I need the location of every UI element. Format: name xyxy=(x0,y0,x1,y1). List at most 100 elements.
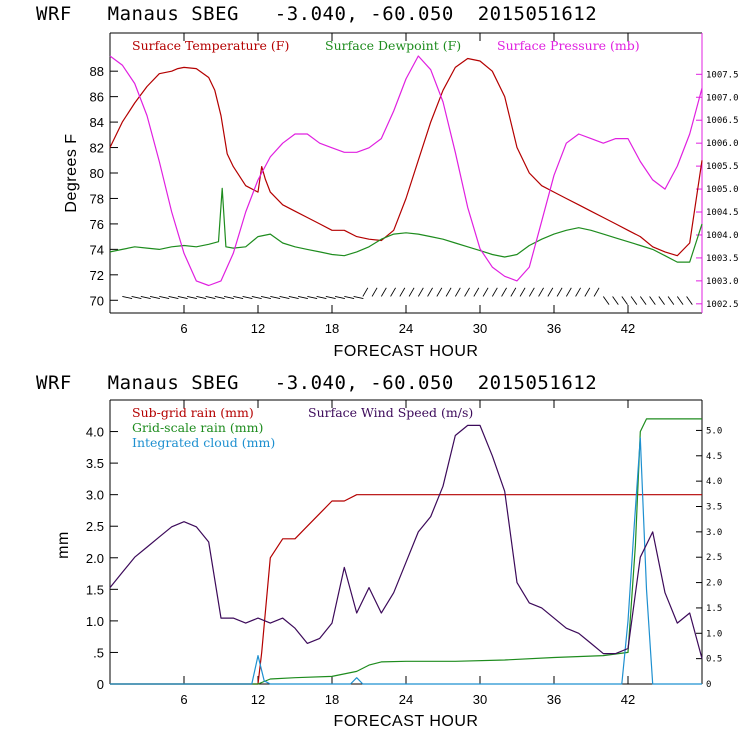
y2-tick-label: 1005.0 xyxy=(706,185,739,195)
wind-barb xyxy=(464,287,470,297)
wind-barb xyxy=(686,296,693,305)
x-tick-label: 42 xyxy=(621,321,635,336)
wind-barb xyxy=(186,296,197,299)
wind-barb xyxy=(316,296,327,299)
legend-entry: Sub-grid rain (mm) xyxy=(132,405,254,420)
y2-tick-label: 1006.5 xyxy=(706,116,739,126)
wind-barb xyxy=(649,296,656,305)
wind-barb xyxy=(399,287,406,297)
series-line-surface-pressure-mb xyxy=(109,55,703,287)
x-tick-label: 12 xyxy=(251,692,265,707)
y2-tick-label: 5.0 xyxy=(706,426,722,436)
wind-barb xyxy=(510,287,517,297)
x-axis-label: FORECAST HOUR xyxy=(334,713,479,730)
wind-barb xyxy=(260,296,271,299)
y-tick-label: 74 xyxy=(90,242,104,257)
y-tick-label: 0 xyxy=(97,677,104,692)
y2-tick-label: 4.0 xyxy=(706,477,722,487)
wind-barb xyxy=(491,287,498,297)
y2-tick-label: 1.5 xyxy=(706,604,722,614)
y-tick-label: 82 xyxy=(90,141,104,156)
series-line-surface-temperature-f xyxy=(109,57,703,257)
y-tick-label: 86 xyxy=(90,90,104,105)
y2-tick-label: 1002.5 xyxy=(706,300,739,310)
y2-tick-label: 1004.5 xyxy=(706,208,739,218)
y-tick-label: 76 xyxy=(90,217,104,232)
wind-barb xyxy=(380,287,387,297)
wind-barb xyxy=(547,287,554,297)
legend-entry: Surface Dewpoint (F) xyxy=(325,38,461,53)
wind-barb xyxy=(473,287,480,297)
y2-tick-label: 1004.0 xyxy=(706,231,739,241)
x-axis-label: FORECAST HOUR xyxy=(334,343,479,360)
wind-barb xyxy=(528,287,535,297)
wind-barb xyxy=(445,287,452,297)
wind-barb xyxy=(288,296,299,299)
wind-barb xyxy=(149,296,160,299)
wind-barb xyxy=(390,287,396,297)
series-line-sub-grid-rain-mm xyxy=(110,494,702,685)
y-tick-label: 84 xyxy=(90,115,104,130)
wind-barb xyxy=(538,287,544,297)
y2-tick-label: 3.0 xyxy=(706,528,722,538)
wind-barb xyxy=(593,287,600,297)
x-tick-label: 42 xyxy=(621,692,635,707)
wind-barb xyxy=(159,296,170,299)
y2-tick-label: 1005.5 xyxy=(706,162,739,172)
y-tick-label: 3.0 xyxy=(86,488,104,503)
wind-barb xyxy=(371,287,378,297)
wind-barb xyxy=(519,287,526,297)
y2-tick-label: 1007.0 xyxy=(706,93,739,103)
series-line-grid-scale-rain-mm xyxy=(110,418,702,685)
chart-header-bottom: WRF Manaus SBEG -3.040, -60.050 20150516… xyxy=(36,372,598,394)
y-tick-label: 88 xyxy=(90,64,104,79)
x-tick-label: 24 xyxy=(399,321,413,336)
wind-barb xyxy=(612,296,619,305)
series-line-integrated-cloud-mm xyxy=(110,437,702,685)
wind-barb xyxy=(482,287,489,297)
y2-tick-label: 3.5 xyxy=(706,503,722,513)
y2-tick-label: 1.0 xyxy=(706,629,722,639)
y2-tick-label: 1007.5 xyxy=(706,70,739,80)
wind-barb xyxy=(575,287,581,297)
y-axis-label: mm xyxy=(55,531,72,559)
wind-barb xyxy=(436,287,443,297)
x-tick-label: 30 xyxy=(473,321,487,336)
wind-barb xyxy=(630,296,638,305)
wind-barb xyxy=(417,287,424,297)
wind-barb xyxy=(584,287,591,297)
x-tick-label: 6 xyxy=(180,321,187,336)
wind-barb xyxy=(279,296,290,299)
series-line-surface-wind-speed-m-s xyxy=(109,424,703,659)
y-tick-label: 2.5 xyxy=(86,519,104,534)
wind-barb xyxy=(344,296,355,299)
wind-barb xyxy=(565,287,572,297)
wind-barb xyxy=(602,296,610,305)
y-tick-label: 3.5 xyxy=(86,456,104,471)
wind-barb xyxy=(242,296,253,299)
x-tick-label: 12 xyxy=(251,321,265,336)
y2-tick-label: 2.5 xyxy=(706,553,722,563)
legend-entry: Grid-scale rain (mm) xyxy=(132,420,263,435)
wind-barb xyxy=(270,296,281,299)
wind-barb xyxy=(454,287,461,297)
x-tick-label: 6 xyxy=(180,692,187,707)
y-tick-label: 2.0 xyxy=(86,551,104,566)
x-tick-label: 24 xyxy=(399,692,413,707)
wind-barb xyxy=(501,287,507,297)
y2-tick-label: 1003.0 xyxy=(706,277,739,287)
y-tick-label: 78 xyxy=(90,191,104,206)
wind-barb xyxy=(168,296,179,299)
wind-barb xyxy=(122,296,133,299)
y2-tick-label: 1006.0 xyxy=(706,139,739,149)
y2-tick-label: 0.5 xyxy=(706,655,722,665)
wind-barb xyxy=(196,296,207,299)
wind-barb xyxy=(325,296,336,299)
wind-barb xyxy=(427,287,433,297)
x-tick-label: 36 xyxy=(547,692,561,707)
wind-barb xyxy=(362,287,369,297)
y2-tick-label: 1003.5 xyxy=(706,254,739,264)
chart-header-top: WRF Manaus SBEG -3.040, -60.050 20150516… xyxy=(36,3,598,25)
y-axis-label: Degrees F xyxy=(63,133,80,212)
y-tick-label: .5 xyxy=(93,645,104,660)
